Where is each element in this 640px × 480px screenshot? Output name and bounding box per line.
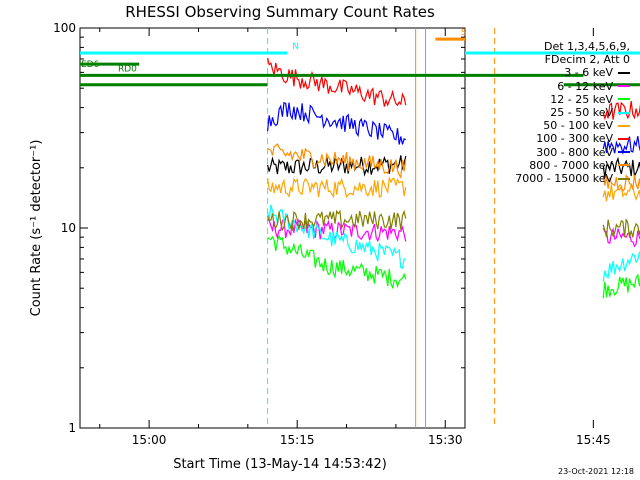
generation-timestamp: 23-Oct-2021 12:18 <box>558 467 634 476</box>
series-line <box>267 234 407 290</box>
legend-swatch <box>618 85 630 88</box>
series-line <box>267 204 406 270</box>
legend-swatch <box>618 164 630 167</box>
flag-label: N <box>292 42 299 52</box>
legend-entry: 6 - 12 keV <box>515 80 630 93</box>
x-axis-label: Start Time (13-May-14 14:53:42) <box>173 457 387 472</box>
legend-entry-label: 100 - 300 keV <box>536 132 613 146</box>
series-line <box>602 156 640 179</box>
flag-label: ED6 <box>81 60 100 70</box>
series-line <box>602 218 640 238</box>
legend-swatch <box>618 138 630 141</box>
flag-label: S <box>461 28 467 38</box>
series-line <box>267 209 407 232</box>
legend-entry-label: 50 - 100 keV <box>543 119 613 133</box>
series-line <box>267 143 407 180</box>
flag-label: RD0 <box>118 64 137 74</box>
y-tick-label: 10 <box>61 221 76 235</box>
legend: Det 1,3,4,5,6,9, FDecim 2, Att 0 3 - 6 k… <box>515 40 630 185</box>
legend-entry: 3 - 6 keV <box>515 66 630 79</box>
x-tick-label: 15:00 <box>132 433 167 447</box>
series-line <box>602 226 640 248</box>
legend-entry: 25 - 50 keV <box>515 106 630 119</box>
legend-swatch <box>618 124 630 127</box>
legend-entry: 12 - 25 keV <box>515 93 630 106</box>
legend-entry: 800 - 7000 keV <box>515 159 630 172</box>
series-line <box>602 273 640 299</box>
legend-entry: 100 - 300 keV <box>515 132 630 145</box>
series-line <box>602 101 640 121</box>
x-tick-label: 15:45 <box>576 433 611 447</box>
series-line <box>267 175 407 199</box>
series-line <box>267 57 407 107</box>
legend-swatch <box>618 98 630 101</box>
series-line <box>602 182 640 202</box>
y-axis-label: Count Rate (s⁻¹ detector⁻¹) <box>29 140 44 317</box>
x-tick-label: 15:15 <box>280 433 315 447</box>
legend-header-line-1: Det 1,3,4,5,6,9, <box>543 40 630 53</box>
plot-area: 15:0015:1515:3015:4516:0016:1516:3011010… <box>53 21 640 447</box>
x-tick-label: 15:30 <box>428 433 463 447</box>
legend-entry-label: 3 - 6 keV <box>564 66 613 80</box>
series-line <box>267 101 407 145</box>
legend-entry-label: 12 - 25 keV <box>550 92 613 106</box>
series-line <box>602 174 640 192</box>
legend-entry: 7000 - 15000 keV <box>515 172 630 185</box>
y-tick-label: 1 <box>68 421 76 435</box>
legend-entry: 50 - 100 keV <box>515 119 630 132</box>
legend-entry-label: 300 - 800 keV <box>536 145 613 159</box>
legend-entry-label: 6 - 12 keV <box>557 79 613 93</box>
legend-entry-label: 7000 - 15000 keV <box>515 172 613 186</box>
legend-entry-label: 25 - 50 keV <box>550 106 613 120</box>
chart-title: RHESSI Observing Summary Count Rates <box>125 3 435 21</box>
legend-header-line-2: FDecim 2, Att 0 <box>544 53 630 67</box>
y-tick-label: 100 <box>53 21 76 35</box>
series-line <box>267 155 407 177</box>
series-line <box>602 251 640 282</box>
legend-entry-label: 800 - 7000 keV <box>529 158 613 172</box>
legend-swatch <box>618 111 630 114</box>
series-line <box>602 135 640 156</box>
legend-swatch <box>618 72 630 74</box>
legend-swatch <box>618 151 630 154</box>
legend-entry: 300 - 800 keV <box>515 146 630 159</box>
legend-swatch <box>618 177 630 180</box>
